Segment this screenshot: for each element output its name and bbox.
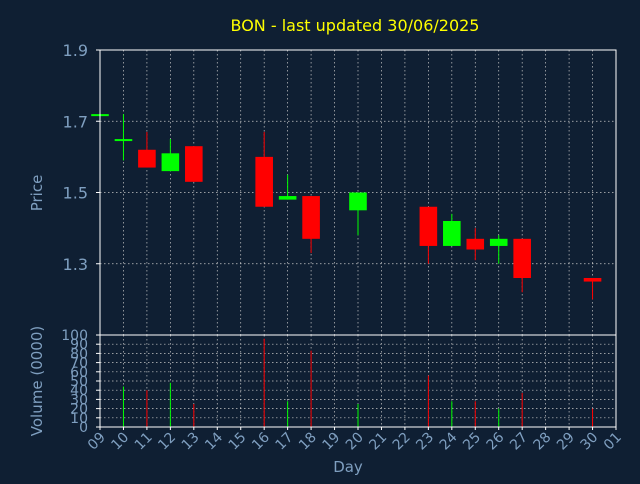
volume-tick-label: 100 bbox=[61, 328, 88, 344]
x-tick-label: 13 bbox=[179, 430, 203, 454]
x-tick-label: 26 bbox=[484, 429, 508, 453]
x-tick-label: 29 bbox=[554, 430, 578, 454]
x-tick-label: 09 bbox=[85, 430, 109, 454]
volume-tick-label: 20 bbox=[70, 402, 88, 418]
candle-body bbox=[489, 238, 508, 246]
volume-tick-label: 10 bbox=[70, 411, 88, 427]
x-tick-label: 10 bbox=[108, 430, 132, 454]
price-axis-label: Price bbox=[28, 175, 46, 212]
x-tick-label: 12 bbox=[155, 430, 179, 454]
x-axis-label: Day bbox=[333, 458, 363, 476]
candlesticks bbox=[91, 114, 602, 300]
x-tick-label: 18 bbox=[296, 430, 320, 454]
candle-body bbox=[255, 156, 273, 207]
volume-axis-label: Volume (0000) bbox=[28, 326, 46, 436]
volume-tick-label: 0 bbox=[79, 420, 88, 436]
x-tick-label: 27 bbox=[507, 430, 531, 454]
x-tick-label: 21 bbox=[366, 430, 390, 454]
volume-tick-label: 90 bbox=[70, 337, 88, 353]
candle-body bbox=[161, 153, 180, 172]
x-tick-label: 17 bbox=[273, 430, 297, 454]
volume-tick-label: 30 bbox=[70, 392, 88, 408]
candle-body bbox=[443, 221, 461, 246]
price-tick-label: 1.7 bbox=[63, 112, 88, 131]
price-tick-labels: 1.3 1.5 1.7 1.9 bbox=[63, 41, 100, 274]
chart-title: BON - last updated 30/06/2025 bbox=[231, 16, 480, 35]
candle-body bbox=[466, 238, 485, 250]
x-tick-label: 19 bbox=[319, 430, 343, 454]
candle-body bbox=[138, 149, 156, 168]
volume-tick-label: 80 bbox=[70, 346, 88, 362]
x-tick-label: 23 bbox=[413, 430, 437, 454]
price-tick-label: 1.5 bbox=[63, 184, 88, 203]
x-tick-label: 28 bbox=[531, 430, 555, 454]
volume-tick-label: 70 bbox=[70, 356, 88, 372]
x-tick-label: 14 bbox=[202, 429, 226, 453]
x-tick-label: 24 bbox=[437, 429, 461, 453]
candle-body bbox=[583, 278, 602, 282]
candle-body bbox=[114, 139, 133, 142]
x-tick-label: 16 bbox=[249, 429, 273, 453]
x-tick-label: 25 bbox=[460, 430, 484, 454]
volume-bars bbox=[122, 338, 594, 427]
price-tick-label: 1.9 bbox=[63, 41, 88, 60]
candle-body bbox=[278, 196, 297, 200]
volume-panel-frame bbox=[99, 334, 617, 428]
volume-tick-label: 60 bbox=[70, 365, 88, 381]
x-tick-label: 22 bbox=[390, 430, 414, 454]
candle-body bbox=[185, 146, 203, 182]
x-tick-label: 30 bbox=[577, 430, 601, 454]
x-tick-label: 11 bbox=[132, 430, 156, 454]
volume-tick-label: 50 bbox=[70, 374, 88, 390]
x-tick-label: 15 bbox=[226, 430, 250, 454]
candle-body bbox=[513, 238, 531, 278]
x-tick-label: 01 bbox=[601, 430, 625, 454]
volume-tick-label: 40 bbox=[70, 383, 88, 399]
price-grid bbox=[100, 50, 616, 335]
candle-body bbox=[349, 192, 367, 211]
price-tick-label: 1.3 bbox=[63, 255, 88, 274]
x-tick-labels: 09 10 11 12 13 14 15 16 17 18 19 20 21 22 23 24 25 26 27 28… bbox=[85, 427, 625, 453]
candle-body bbox=[419, 206, 438, 246]
x-tick-label: 20 bbox=[343, 430, 367, 454]
candle-body bbox=[302, 196, 320, 239]
